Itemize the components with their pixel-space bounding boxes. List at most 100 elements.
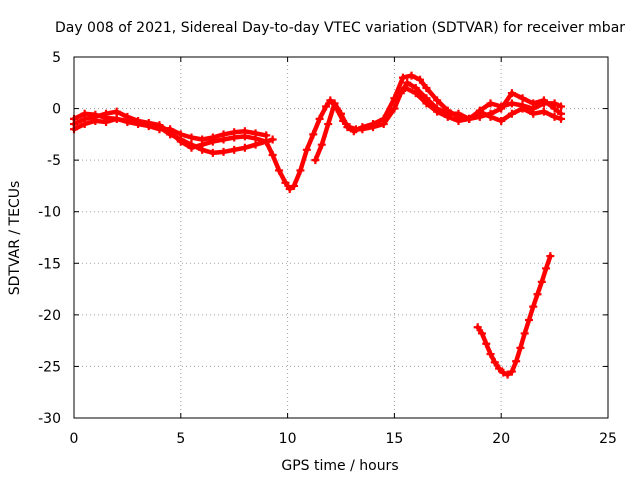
data-point [187, 143, 196, 152]
data-point [403, 78, 412, 87]
data-point [208, 137, 217, 146]
data-point [539, 99, 548, 108]
data-point [486, 350, 495, 359]
data-point [317, 140, 326, 149]
y-tick-label: -10 [38, 205, 61, 221]
data-point [134, 116, 143, 125]
data-point [379, 114, 388, 123]
data-point [497, 102, 506, 111]
data-point [537, 277, 546, 286]
data-point [324, 120, 333, 129]
sdtvar-trace-3 [70, 107, 271, 152]
data-point [411, 89, 420, 98]
sdtvar-trace-5 [311, 71, 566, 165]
data-point [507, 367, 516, 376]
data-point [524, 316, 533, 325]
data-point [219, 147, 228, 156]
data-point [497, 116, 506, 125]
sdtvar-trace-7 [473, 252, 555, 379]
y-tick-label: -30 [38, 411, 61, 427]
data-point [268, 150, 277, 159]
data-point [475, 107, 484, 116]
axis-ticks [73, 56, 609, 419]
data-point [208, 148, 217, 157]
data-point [550, 99, 559, 108]
data-point [322, 102, 331, 111]
data-point [557, 102, 566, 111]
data-point [520, 329, 529, 338]
y-tick-label: -5 [47, 153, 61, 169]
series-line [402, 85, 564, 124]
data-point [311, 156, 320, 165]
data-point [546, 252, 555, 261]
data-point [507, 99, 516, 108]
data-point [490, 358, 499, 367]
x-tick-label: 5 [176, 431, 185, 447]
x-tick-label: 10 [279, 431, 297, 447]
data-point [550, 112, 559, 121]
data-point [337, 109, 345, 118]
data-point [507, 89, 516, 98]
data-point [422, 83, 431, 92]
data-point [275, 166, 284, 175]
plot-frame [73, 56, 609, 419]
plot-series [70, 71, 566, 379]
data-point [477, 329, 486, 338]
series-line [263, 80, 564, 192]
data-point [507, 109, 516, 118]
data-point [407, 71, 416, 80]
data-point [112, 107, 121, 116]
x-tick-label: 0 [70, 431, 79, 447]
x-tick-label: 15 [385, 431, 403, 447]
y-tick-label: 0 [52, 102, 61, 118]
data-point [219, 135, 228, 144]
data-point [166, 128, 175, 137]
y-tick-label: -15 [38, 256, 61, 272]
data-point [290, 181, 299, 190]
data-point [176, 130, 185, 139]
data-point [390, 104, 399, 113]
data-point [518, 94, 527, 103]
data-point [503, 370, 512, 379]
data-point [123, 112, 132, 121]
data-point [390, 94, 399, 103]
data-point [251, 134, 260, 143]
data-point [198, 140, 207, 149]
data-point [416, 75, 425, 84]
data-point [557, 114, 566, 123]
data-point [512, 357, 521, 366]
data-point [401, 83, 410, 92]
data-point [262, 137, 271, 146]
data-point [465, 114, 474, 123]
data-point [268, 135, 277, 144]
data-point [330, 99, 339, 108]
data-point [486, 112, 495, 121]
y-tick-label: -20 [38, 308, 61, 324]
y-axis-label: SDTVAR / TECUs [7, 181, 23, 296]
sdtvar-trace-4 [262, 78, 566, 194]
data-point [230, 133, 239, 142]
series-line [313, 73, 564, 163]
data-point [176, 137, 185, 146]
y-tick-label: -25 [38, 359, 61, 375]
x-tick-label: 20 [492, 431, 510, 447]
data-point [302, 145, 311, 154]
data-point [296, 166, 305, 175]
data-point [473, 323, 482, 332]
data-point [499, 368, 508, 377]
data-point [102, 109, 111, 118]
data-point [454, 116, 463, 125]
tick-labels: 0 5 10 15 20 25 5 0 -5 -10 -15 -20 -25 -30 [38, 50, 617, 447]
data-point [495, 364, 504, 373]
data-point [433, 107, 442, 116]
data-point [539, 107, 548, 116]
series-line [475, 253, 553, 377]
x-tick-label: 25 [599, 431, 617, 447]
data-point [369, 120, 378, 129]
data-point [155, 121, 164, 130]
data-point [422, 99, 431, 108]
data-point [433, 96, 442, 105]
data-point [343, 123, 352, 132]
data-point [80, 114, 89, 123]
chart-title: Day 008 of 2021, Sidereal Day-to-day VTE… [55, 20, 625, 36]
